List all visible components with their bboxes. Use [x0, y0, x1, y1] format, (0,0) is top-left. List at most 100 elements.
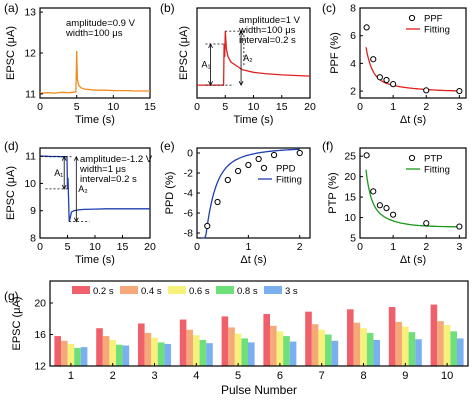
bar: [248, 342, 255, 366]
data-point: [383, 76, 390, 84]
bar: [437, 321, 444, 366]
legend-label: PPF: [424, 14, 443, 25]
annotation: A₁: [202, 60, 211, 70]
bar: [157, 342, 165, 366]
y-tick-label: 0: [187, 148, 193, 160]
bar: [138, 323, 145, 366]
panel-label: (d): [4, 139, 19, 153]
fit-curve: [365, 169, 460, 228]
legend-label: Fitting: [276, 175, 302, 186]
data-point: [390, 211, 397, 218]
y-axis-label: PPD (%): [164, 172, 176, 215]
annotation: width=100 μs: [65, 28, 123, 39]
y-tick-label: 11: [25, 151, 36, 163]
y-tick-label: 12: [24, 48, 36, 60]
x-tick-label: 5: [74, 101, 80, 113]
data-point: [456, 87, 463, 95]
bar: [318, 329, 325, 366]
legend-label: Fitting: [424, 25, 450, 36]
x-tick-label: 0: [37, 241, 43, 253]
annotation: amplitude=0.9 V: [66, 18, 136, 29]
panel-label: (e): [160, 139, 175, 153]
x-axis-label: Δt (s): [240, 254, 266, 266]
y-tick-label: 9: [30, 205, 36, 217]
x-tick-label: 15: [144, 101, 156, 113]
bar: [102, 336, 110, 366]
data-point: [255, 155, 262, 163]
legend-marker: [260, 164, 268, 172]
arrow-head: [61, 184, 67, 190]
legend-swatch: [168, 286, 186, 294]
x-axis-label: Time (s): [75, 114, 115, 126]
x-tick-label: 2: [110, 370, 116, 382]
x-tick-label: 5: [222, 101, 228, 113]
legend-label: 0.4 s: [141, 286, 162, 297]
data-point: [204, 222, 211, 230]
panel-a: 0 5 10 15 11 12 13 Time (s) EPSC (μA) amplitude=0…: [5, 7, 156, 126]
x-tick-label: 3: [151, 370, 157, 382]
x-tick-label: 6: [277, 370, 283, 382]
data-point: [363, 24, 370, 31]
bar: [164, 343, 171, 366]
data-point: [456, 223, 463, 230]
bar: [206, 343, 213, 366]
y-tick-label: 8: [350, 3, 356, 15]
x-tick-label: 15: [117, 241, 129, 253]
bar: [415, 339, 422, 366]
annotation: interval=0.2 s: [80, 174, 137, 185]
bar: [311, 324, 319, 366]
legend-label: 3 s: [285, 286, 298, 297]
bar: [325, 334, 332, 366]
data-point: [370, 56, 377, 63]
annotation: A₂: [243, 53, 253, 63]
arrow-head: [208, 80, 213, 87]
bar: [116, 344, 123, 366]
x-tick-label: 0: [357, 101, 363, 113]
y-axis-label: EPSC (μA): [11, 296, 23, 350]
arrow-head: [238, 30, 244, 36]
bar: [283, 336, 290, 366]
bar: [305, 311, 312, 366]
y-tick-label: 15: [344, 192, 356, 204]
y-tick-label: 20: [344, 171, 356, 183]
bar: [360, 328, 367, 366]
bar: [457, 338, 464, 366]
x-tick-label: 20: [304, 101, 316, 113]
legend-swatch: [216, 286, 234, 294]
legend-swatch: [120, 286, 138, 294]
bar: [54, 336, 61, 366]
y-tick-label: 10: [344, 212, 356, 224]
bar: [450, 331, 457, 366]
bar: [234, 333, 242, 366]
legend-label: PTP: [424, 154, 442, 165]
annotation: amplitude=-1.2 V: [80, 154, 153, 165]
x-tick-label: 2: [423, 241, 429, 253]
data-point: [376, 202, 383, 209]
legend-marker: [408, 154, 416, 162]
arrow-head: [73, 217, 79, 223]
data-point: [214, 198, 221, 206]
bar: [241, 338, 248, 366]
legend-marker: [408, 14, 416, 22]
annotation: interval=0.2 s: [239, 35, 296, 46]
y-tick-label: -6: [184, 208, 193, 220]
x-tick-label: 1: [245, 241, 251, 253]
legend-label: Fitting: [424, 165, 450, 176]
y-axis-label: EPSC (μA): [178, 26, 190, 80]
x-tick-label: 3: [456, 101, 462, 113]
annotation: amplitude=1 V: [239, 15, 301, 26]
bar: [228, 327, 235, 366]
x-axis-label: Time (s): [234, 114, 274, 126]
y-axis-label: PPF (%): [329, 32, 341, 74]
x-tick-label: 0: [357, 241, 363, 253]
bar: [270, 325, 277, 366]
y-tick-label: 10: [24, 178, 36, 190]
y-tick-label: 4: [350, 58, 356, 70]
x-tick-label: 10: [248, 101, 260, 113]
data-point: [245, 161, 252, 169]
plot-frame: [49, 280, 469, 367]
bar: [443, 325, 451, 366]
data-point: [234, 167, 242, 175]
legend-label: 0.8 s: [237, 286, 258, 297]
